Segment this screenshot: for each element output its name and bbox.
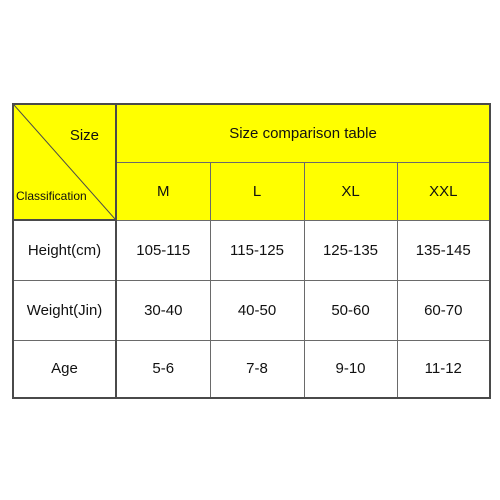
table-cell: 30-40 bbox=[115, 279, 211, 341]
table-row-weight: Weight(Jin) 30-40 40-50 50-60 60-70 bbox=[12, 279, 491, 341]
corner-size-label: Size bbox=[69, 127, 99, 144]
table-cell: 11-12 bbox=[396, 339, 491, 399]
size-header-xxl: XXL bbox=[396, 161, 491, 221]
table-cell: 9-10 bbox=[303, 339, 398, 399]
table-cell: 5-6 bbox=[115, 339, 211, 399]
table-cell: 7-8 bbox=[209, 339, 305, 399]
row-label-weight: Weight(Jin) bbox=[12, 279, 117, 341]
corner-header-cell: Size Classification bbox=[12, 103, 117, 221]
table-row-age: Age 5-6 7-8 9-10 11-12 bbox=[12, 339, 491, 399]
diagonal-divider bbox=[14, 105, 115, 219]
row-label-height: Height(cm) bbox=[12, 219, 117, 281]
size-header-m: M bbox=[115, 161, 211, 221]
size-comparison-table: Size Classification Size comparison tabl… bbox=[12, 103, 492, 399]
corner-classification-label: Classification bbox=[16, 189, 87, 203]
table-cell: 135-145 bbox=[396, 219, 491, 281]
table-cell: 40-50 bbox=[209, 279, 305, 341]
table-row-height: Height(cm) 105-115 115-125 125-135 135-1… bbox=[12, 219, 491, 281]
row-label-age: Age bbox=[12, 339, 117, 399]
header-row-title: Size Classification Size comparison tabl… bbox=[12, 103, 491, 221]
table-cell: 60-70 bbox=[396, 279, 491, 341]
table-cell: 105-115 bbox=[115, 219, 211, 281]
size-header-l: L bbox=[209, 161, 305, 221]
header-row-sizes: M L XL XXL bbox=[13, 161, 491, 221]
size-header-xl: XL bbox=[303, 161, 398, 221]
table-cell: 50-60 bbox=[303, 279, 398, 341]
table-cell: 125-135 bbox=[303, 219, 398, 281]
table-cell: 115-125 bbox=[209, 219, 305, 281]
table-title: Size comparison table bbox=[115, 103, 491, 163]
